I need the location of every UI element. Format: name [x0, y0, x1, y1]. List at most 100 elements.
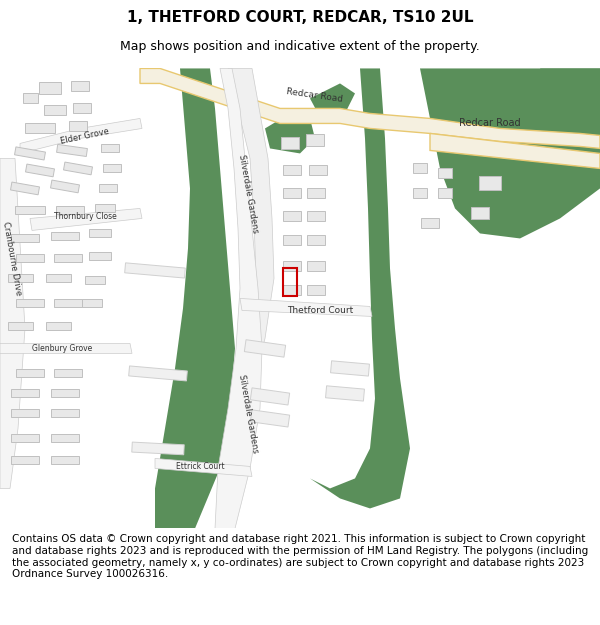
- Bar: [16, 299, 44, 308]
- Polygon shape: [430, 133, 600, 168]
- Polygon shape: [0, 158, 25, 489]
- Bar: [85, 276, 105, 284]
- Bar: [471, 208, 489, 219]
- Bar: [11, 234, 39, 242]
- Bar: [128, 366, 187, 381]
- Bar: [50, 180, 79, 192]
- Polygon shape: [30, 209, 142, 231]
- Bar: [283, 286, 301, 296]
- Bar: [307, 261, 325, 271]
- Bar: [56, 206, 84, 214]
- Text: Thornbury Close: Thornbury Close: [53, 212, 116, 221]
- Polygon shape: [215, 68, 262, 529]
- Bar: [331, 361, 370, 376]
- Text: Redcar Road: Redcar Road: [459, 119, 521, 129]
- Polygon shape: [140, 68, 600, 148]
- Text: Map shows position and indicative extent of the property.: Map shows position and indicative extent…: [120, 41, 480, 53]
- Bar: [283, 211, 301, 221]
- Bar: [26, 164, 55, 177]
- Text: 1, THETFORD COURT, REDCAR, TS10 2UL: 1, THETFORD COURT, REDCAR, TS10 2UL: [127, 10, 473, 25]
- Bar: [283, 261, 301, 271]
- Bar: [51, 434, 79, 442]
- Bar: [51, 232, 79, 241]
- Bar: [73, 103, 91, 114]
- Bar: [16, 369, 44, 378]
- Text: Redcar Road: Redcar Road: [286, 87, 344, 104]
- Bar: [54, 299, 82, 308]
- Bar: [244, 340, 286, 357]
- Bar: [15, 206, 45, 214]
- Bar: [103, 164, 121, 172]
- Polygon shape: [310, 83, 355, 114]
- Polygon shape: [240, 298, 372, 316]
- Bar: [306, 134, 324, 146]
- Bar: [64, 162, 92, 175]
- Bar: [54, 254, 82, 262]
- Bar: [44, 106, 66, 116]
- Bar: [51, 456, 79, 464]
- Text: Glenbury Grove: Glenbury Grove: [32, 344, 92, 353]
- Bar: [51, 389, 79, 398]
- Bar: [307, 189, 325, 199]
- Bar: [125, 263, 185, 278]
- Bar: [23, 93, 37, 103]
- Bar: [283, 236, 301, 246]
- Bar: [25, 124, 55, 133]
- Text: Cranbourne Drive: Cranbourne Drive: [1, 221, 23, 296]
- Bar: [307, 236, 325, 246]
- Bar: [11, 409, 39, 418]
- Bar: [89, 253, 111, 261]
- Bar: [283, 269, 297, 296]
- Bar: [101, 144, 119, 152]
- Polygon shape: [310, 68, 410, 509]
- Polygon shape: [540, 68, 600, 109]
- Bar: [421, 218, 439, 228]
- Bar: [11, 389, 39, 398]
- Bar: [89, 229, 111, 238]
- Bar: [309, 166, 327, 176]
- Bar: [307, 211, 325, 221]
- Bar: [283, 189, 301, 199]
- Bar: [326, 386, 364, 401]
- Text: Silverdale Gardens: Silverdale Gardens: [236, 153, 259, 234]
- Bar: [413, 189, 427, 199]
- Bar: [132, 442, 184, 455]
- Polygon shape: [218, 68, 274, 479]
- Polygon shape: [155, 68, 235, 529]
- Bar: [307, 286, 325, 296]
- Bar: [14, 147, 46, 160]
- Bar: [438, 168, 452, 179]
- Bar: [250, 410, 290, 427]
- Bar: [69, 121, 87, 131]
- Text: Elder Grove: Elder Grove: [60, 127, 110, 146]
- Bar: [479, 176, 501, 191]
- Bar: [71, 81, 89, 91]
- Bar: [16, 254, 44, 262]
- Bar: [39, 82, 61, 94]
- Text: Contains OS data © Crown copyright and database right 2021. This information is : Contains OS data © Crown copyright and d…: [12, 534, 588, 579]
- Bar: [283, 166, 301, 176]
- Text: Thetford Court: Thetford Court: [287, 306, 353, 315]
- Bar: [413, 163, 427, 173]
- Bar: [7, 274, 32, 282]
- Polygon shape: [0, 344, 132, 354]
- Text: Ettrick Court: Ettrick Court: [176, 462, 224, 471]
- Text: Silverdale Gardens: Silverdale Gardens: [236, 373, 259, 454]
- Bar: [7, 322, 32, 331]
- Bar: [250, 388, 290, 405]
- Bar: [95, 204, 115, 212]
- Bar: [11, 182, 40, 195]
- Bar: [54, 369, 82, 378]
- Bar: [46, 322, 71, 331]
- Polygon shape: [20, 119, 142, 153]
- Bar: [438, 189, 452, 199]
- Polygon shape: [265, 114, 315, 153]
- Bar: [99, 184, 117, 192]
- Bar: [11, 434, 39, 442]
- Bar: [82, 299, 102, 308]
- Bar: [51, 409, 79, 418]
- Bar: [11, 456, 39, 464]
- Polygon shape: [420, 68, 600, 238]
- Bar: [281, 138, 299, 149]
- Bar: [56, 144, 88, 156]
